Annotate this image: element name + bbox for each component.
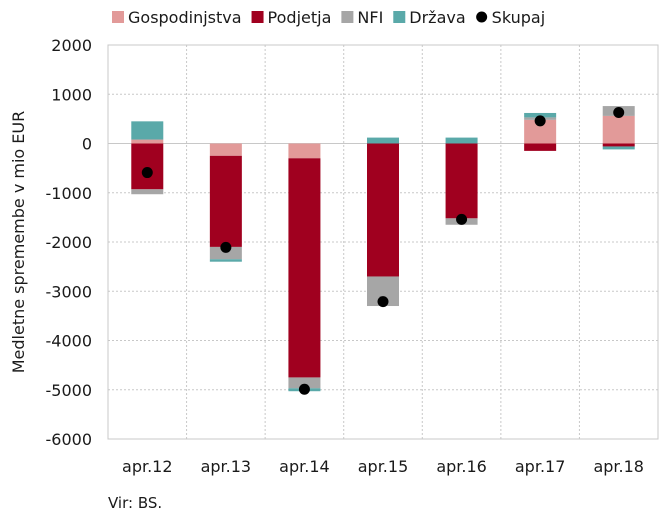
legend-swatch: [341, 11, 354, 23]
bar-segment-gospodinjstva: [602, 115, 635, 144]
bar-segment-podjetja: [367, 143, 399, 277]
bar-segment-gospodinjstva: [131, 139, 164, 144]
bars: [131, 106, 635, 392]
bar-segment-podjetja: [445, 143, 478, 219]
y-tick-label: -6000: [46, 430, 93, 449]
bar-segment-gospodinjstva: [524, 119, 557, 144]
grid: [107, 44, 659, 440]
y-axis-ticks: 2000 1000 0 -1000 -2000 -3000 -4000 -5000 -6000: [46, 36, 93, 449]
y-axis-title: Medletne spremembe v mio EUR: [9, 111, 28, 374]
total-marker: [534, 115, 546, 127]
x-tick-label: apr.12: [122, 457, 173, 476]
bar-segment-podjetja: [209, 155, 242, 247]
x-tick-label: apr.16: [436, 457, 487, 476]
y-tick-label: -4000: [46, 332, 93, 351]
y-tick-label: 2000: [51, 36, 92, 55]
y-tick-label: -5000: [46, 381, 93, 400]
bar-segment-gospodinjstva: [288, 143, 321, 159]
total-markers: [141, 106, 625, 395]
bar-segment-država: [445, 137, 478, 144]
bar-segment-država: [524, 112, 557, 118]
total-marker: [141, 167, 153, 179]
bar-segment-podjetja: [602, 143, 635, 147]
y-tick-label: -1000: [46, 184, 93, 203]
x-tick-label: apr.18: [593, 457, 644, 476]
legend-swatch: [393, 11, 406, 23]
bar-segment-podjetja: [131, 143, 164, 190]
x-axis-ticks: apr.12 apr.13 apr.14 apr.15 apr.16 apr.17 apr.…: [122, 457, 644, 476]
bar-segment-država: [131, 121, 164, 140]
y-tick-label: -2000: [46, 233, 93, 252]
legend-swatch: [112, 11, 124, 23]
total-marker: [377, 296, 389, 308]
x-tick-label: apr.14: [279, 457, 330, 476]
bar-segment-podjetja: [288, 158, 321, 378]
x-tick-label: apr.13: [201, 457, 252, 476]
total-marker: [456, 213, 468, 225]
legend-swatch: [476, 11, 488, 23]
y-tick-label: 1000: [51, 85, 92, 104]
bar-segment-podjetja: [524, 143, 557, 151]
total-marker: [298, 383, 310, 395]
x-tick-label: apr.17: [515, 457, 566, 476]
legend-label: Gospodinjstva: [128, 8, 242, 27]
total-marker: [220, 241, 232, 253]
legend-label: Država: [409, 8, 465, 27]
source-note: Vir: BS.: [108, 494, 162, 512]
y-tick-label: 0: [82, 135, 92, 154]
bar-segment-država: [602, 146, 635, 150]
total-marker: [613, 106, 625, 118]
bar-segment-država: [209, 259, 242, 262]
bar-segment-država: [367, 137, 399, 144]
bar-segment-nfi: [288, 377, 321, 389]
legend: Gospodinjstva Podjetja NFI Država Skupaj: [112, 8, 545, 27]
bar-segment-nfi: [131, 189, 164, 195]
bar-segment-gospodinjstva: [209, 143, 242, 156]
legend-label: Podjetja: [268, 8, 332, 27]
legend-swatch: [251, 11, 264, 23]
legend-label: Skupaj: [492, 8, 545, 27]
legend-label: NFI: [357, 8, 383, 27]
bar-segment-nfi: [209, 246, 242, 260]
x-tick-label: apr.15: [358, 457, 409, 476]
y-tick-label: -3000: [46, 282, 93, 301]
